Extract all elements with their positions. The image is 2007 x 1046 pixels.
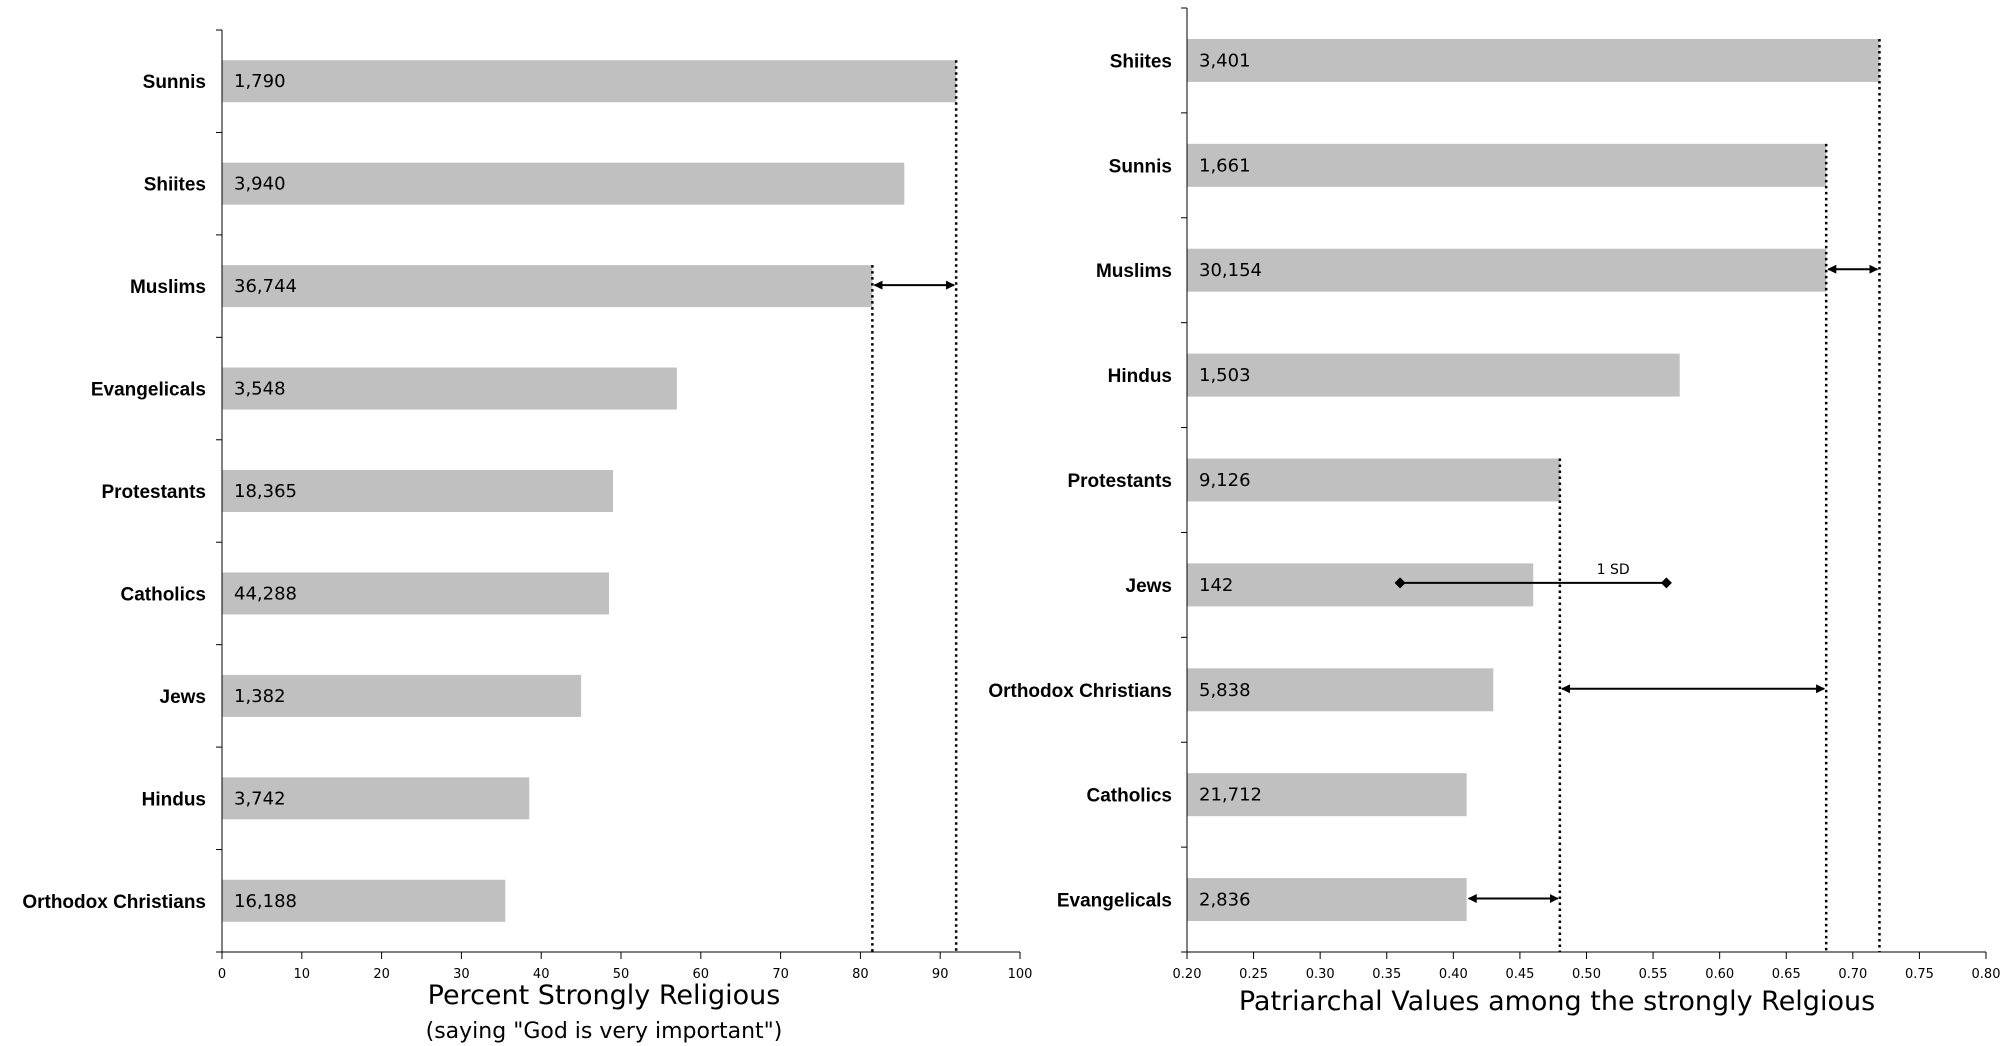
left-bar-n-label-shiites: 3,940: [234, 174, 286, 195]
left-x-tick-label: 60: [693, 967, 710, 982]
right-x-tick-label: 0.70: [1838, 967, 1867, 982]
left-x-axis-sublabel: (saying "God is very important"): [426, 1019, 783, 1044]
right-bar-n-label-sunnis: 1,661: [1199, 155, 1251, 176]
right-category-label-sunnis: Sunnis: [1109, 156, 1172, 177]
left-x-axis-label: Percent Strongly Religious: [428, 980, 781, 1011]
left-bar-n-label-hindus: 3,742: [234, 788, 286, 809]
right-x-tick-label: 0.40: [1439, 967, 1468, 982]
left-bar-n-label-catholics: 44,288: [234, 583, 297, 604]
right-category-label-evangelicals: Evangelicals: [1057, 891, 1172, 912]
left-x-tick-label: 30: [453, 967, 470, 982]
right-bar-orthodox-christians: [1187, 668, 1494, 712]
left-category-label-jews: Jews: [160, 687, 206, 708]
right-x-tick-label: 0.50: [1572, 967, 1601, 982]
right-bar-hindus: [1187, 353, 1680, 397]
left-category-label-orthodox-christians: Orthodox Christians: [22, 892, 206, 913]
right-x-tick-label: 0.45: [1505, 967, 1534, 982]
left-x-tick-label: 10: [294, 967, 311, 982]
left-category-label-catholics: Catholics: [120, 584, 206, 605]
right-sd-marker-label: 1 SD: [1597, 562, 1630, 578]
left-bar-hindus: [222, 777, 530, 820]
left-bar-n-label-muslims: 36,744: [234, 276, 297, 297]
right-bar-n-label-jews: 142: [1199, 575, 1233, 596]
right-bar-shiites: [1187, 38, 1880, 82]
left-category-label-evangelicals: Evangelicals: [91, 380, 206, 401]
left-chart-percent-strongly-religious: 1,790 Sunnis 3,940 Shiites 36,744 Muslims 3,54…: [22, 29, 1033, 1044]
right-bar-sunnis: [1187, 143, 1827, 187]
left-bar-protestants: [222, 469, 614, 513]
right-chart-marks: 3,401 Shiites 1,661 Sunnis 30,154 Muslims 1,50…: [988, 7, 2001, 982]
left-category-label-protestants: Protestants: [101, 482, 206, 503]
left-x-tick-label: 0: [218, 967, 226, 982]
right-x-tick-label: 0.75: [1905, 967, 1934, 982]
right-x-tick-label: 0.25: [1239, 967, 1268, 982]
right-bar-n-label-catholics: 21,712: [1199, 785, 1262, 806]
left-bar-n-label-sunnis: 1,790: [234, 71, 286, 92]
right-bar-n-label-protestants: 9,126: [1199, 470, 1251, 491]
left-bar-muslims: [222, 265, 873, 308]
right-x-tick-label: 0.55: [1639, 967, 1668, 982]
left-x-tick-label: 80: [852, 967, 869, 982]
left-bar-shiites: [222, 162, 905, 205]
right-category-label-catholics: Catholics: [1086, 786, 1172, 807]
right-category-label-muslims: Muslims: [1096, 261, 1172, 282]
left-x-tick-label: 90: [932, 967, 949, 982]
right-chart-patriarchal-values: 3,401 Shiites 1,661 Sunnis 30,154 Muslims 1,50…: [988, 7, 2001, 1017]
left-bar-n-label-jews: 1,382: [234, 686, 286, 707]
left-bar-n-label-orthodox-christians: 16,188: [234, 891, 297, 912]
left-bar-jews: [222, 674, 582, 717]
right-x-tick-label: 0.80: [1972, 967, 2001, 982]
right-category-label-protestants: Protestants: [1067, 471, 1172, 492]
left-chart-marks: 1,790 Sunnis 3,940 Shiites 36,744 Muslims 3,54…: [22, 29, 1033, 982]
left-category-label-hindus: Hindus: [142, 789, 206, 810]
right-bar-n-label-shiites: 3,401: [1199, 50, 1251, 71]
right-bar-n-label-evangelicals: 2,836: [1199, 890, 1251, 911]
right-x-tick-label: 0.20: [1173, 967, 1202, 982]
right-bar-n-label-orthodox-christians: 5,838: [1199, 680, 1251, 701]
right-category-label-orthodox-christians: Orthodox Christians: [988, 681, 1172, 702]
left-bar-n-label-protestants: 18,365: [234, 481, 297, 502]
left-bar-orthodox-christians: [222, 879, 506, 922]
right-x-tick-label: 0.35: [1372, 967, 1401, 982]
left-bar-n-label-evangelicals: 3,548: [234, 379, 286, 400]
left-x-tick-label: 20: [373, 967, 390, 982]
right-category-label-hindus: Hindus: [1108, 366, 1172, 387]
left-x-tick-label: 40: [533, 967, 550, 982]
right-bar-n-label-muslims: 30,154: [1199, 260, 1262, 281]
right-category-label-shiites: Shiites: [1110, 51, 1172, 72]
right-x-tick-label: 0.60: [1705, 967, 1734, 982]
right-bar-catholics: [1187, 773, 1467, 817]
left-category-label-shiites: Shiites: [144, 175, 206, 196]
left-x-tick-label: 50: [613, 967, 630, 982]
left-category-label-muslims: Muslims: [130, 277, 206, 298]
left-bar-evangelicals: [222, 367, 677, 410]
right-bar-jews: [1187, 563, 1534, 607]
left-bar-sunnis: [222, 60, 957, 103]
right-bar-evangelicals: [1187, 878, 1467, 922]
right-x-tick-label: 0.30: [1306, 967, 1335, 982]
left-bar-catholics: [222, 572, 610, 615]
left-category-label-sunnis: Sunnis: [143, 72, 206, 93]
right-bar-protestants: [1187, 458, 1560, 502]
left-x-tick-label: 70: [772, 967, 789, 982]
right-x-axis-label: Patriarchal Values among the strongly Re…: [1239, 986, 1875, 1017]
right-bar-muslims: [1187, 248, 1827, 292]
right-bar-n-label-hindus: 1,503: [1199, 365, 1251, 386]
right-category-label-jews: Jews: [1126, 576, 1172, 597]
right-x-tick-label: 0.65: [1772, 967, 1801, 982]
left-x-tick-label: 100: [1008, 967, 1033, 982]
